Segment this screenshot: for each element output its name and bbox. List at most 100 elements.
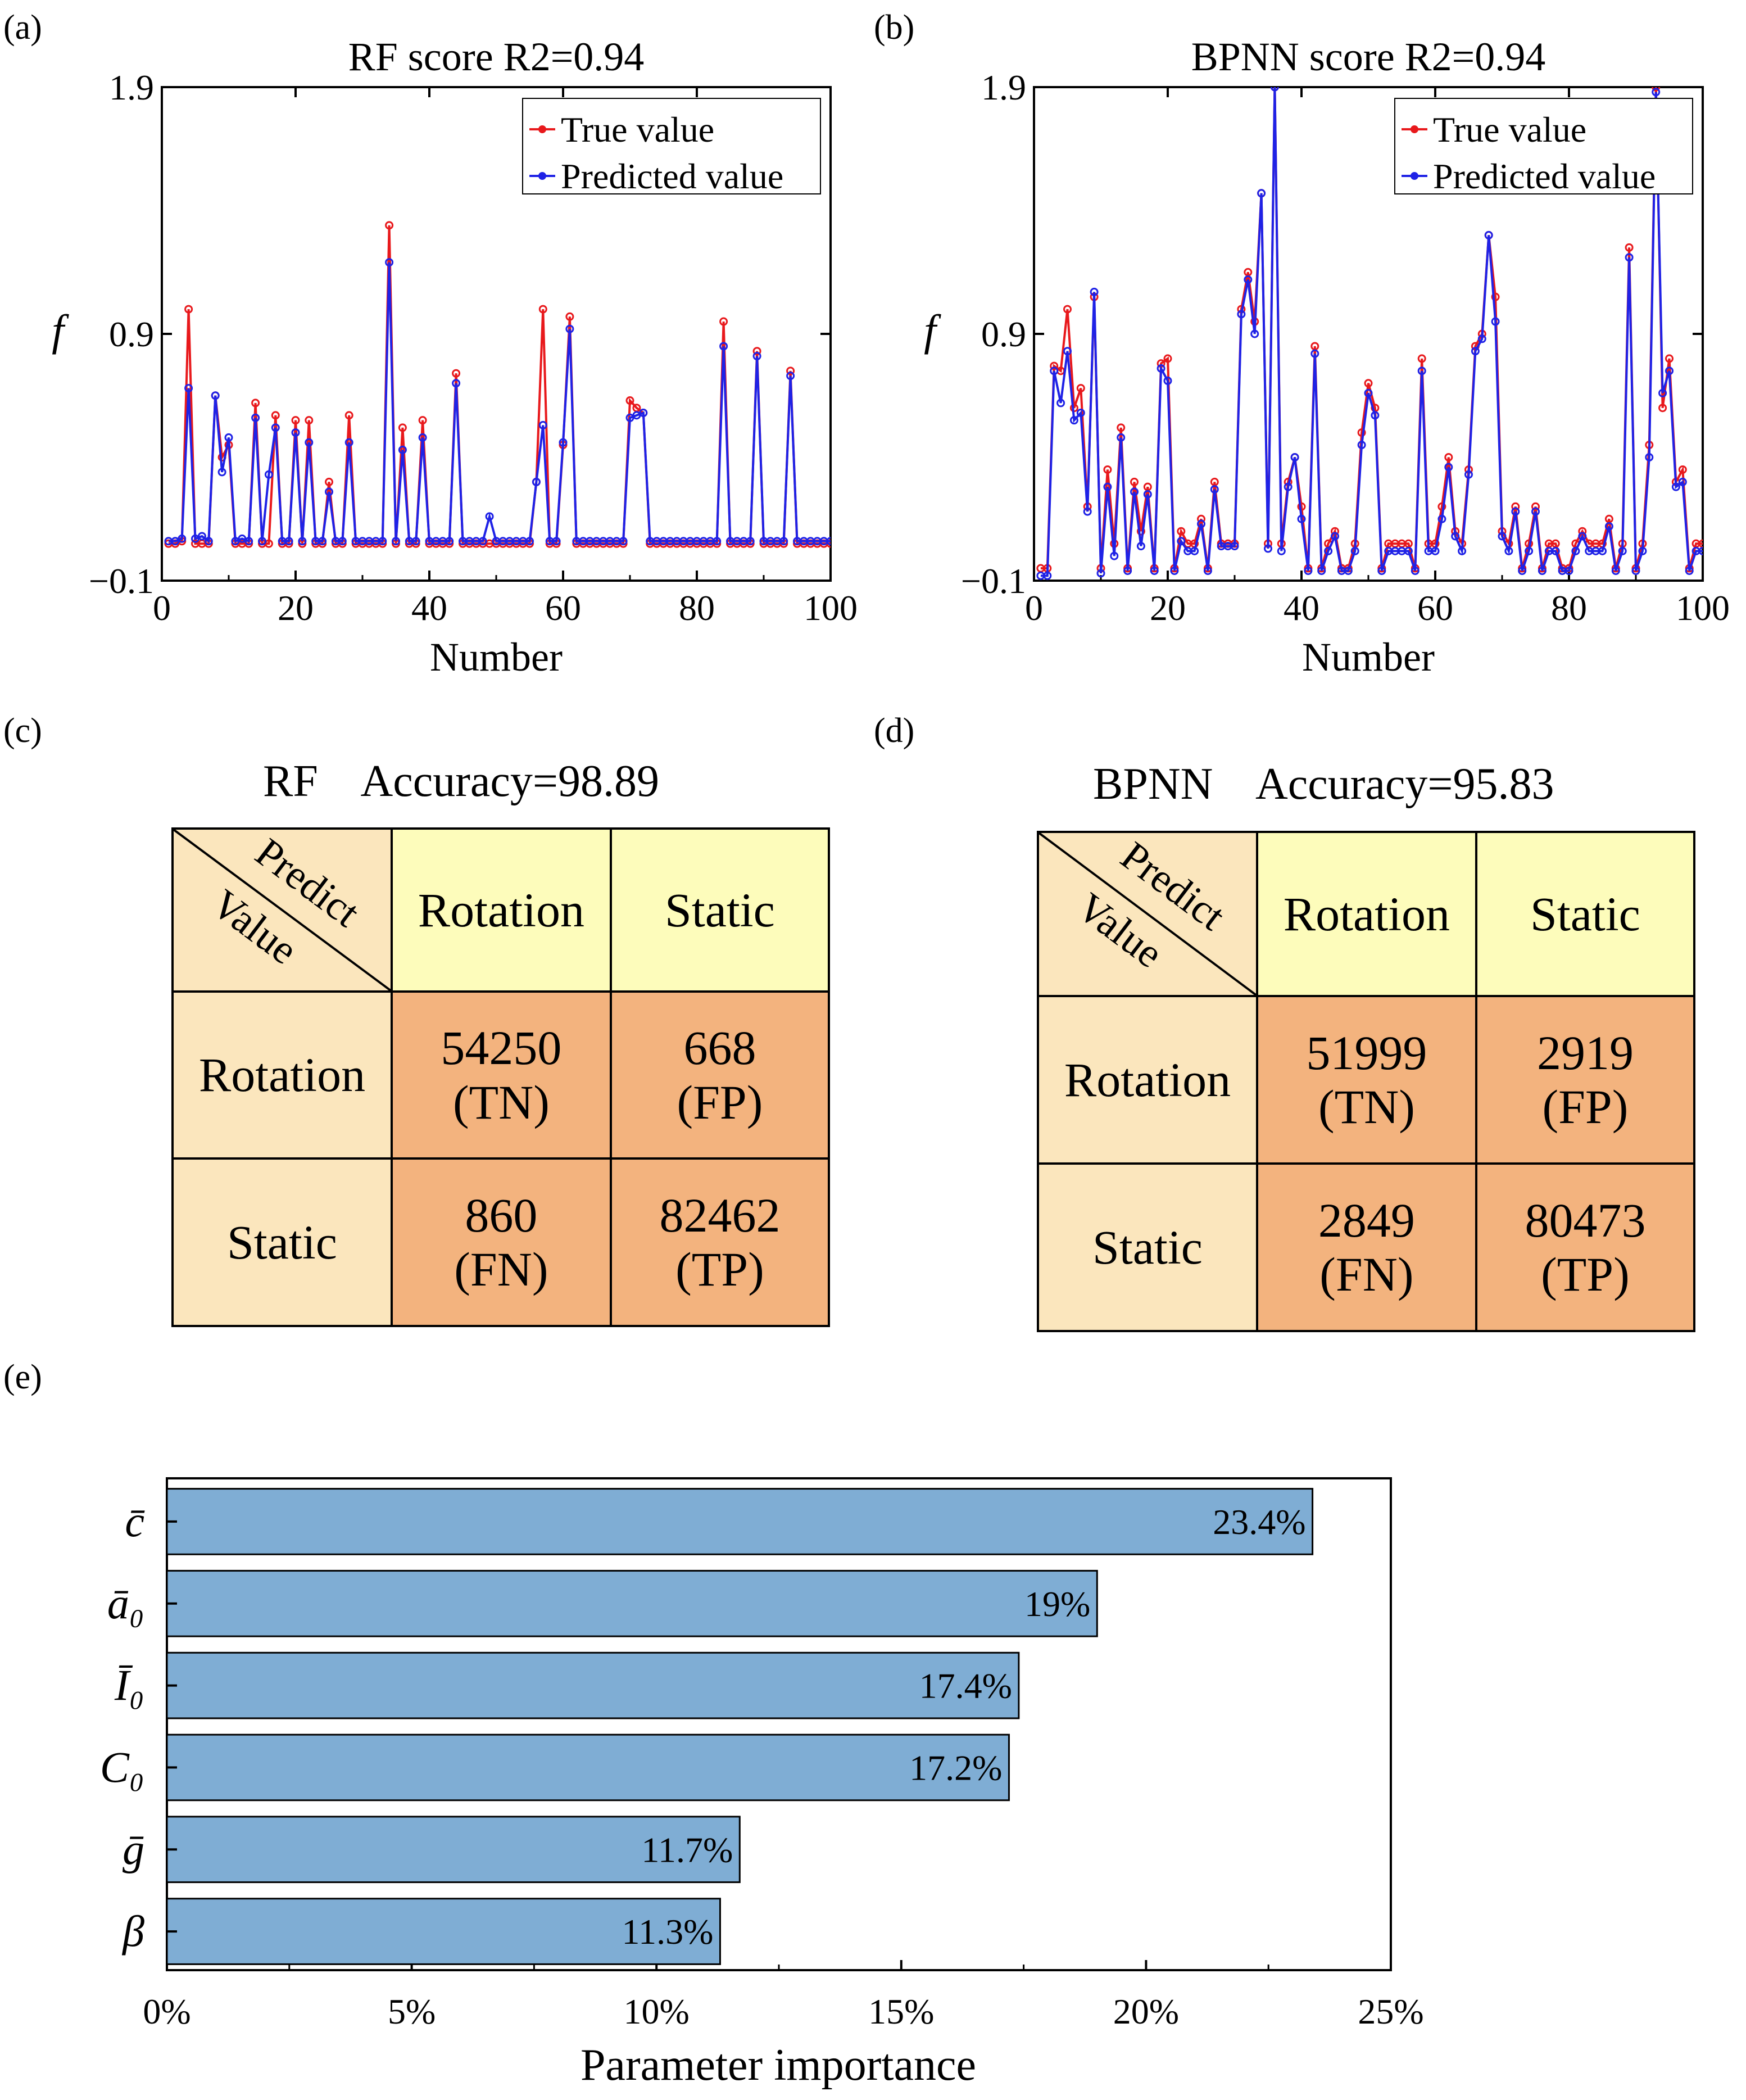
data-point (1471, 347, 1480, 356)
data-point (752, 352, 761, 361)
data-point (1157, 364, 1165, 373)
data-point (1625, 253, 1634, 262)
row-header-rotation: Rotation (1037, 995, 1258, 1165)
data-point (1671, 482, 1680, 491)
data-point (1163, 354, 1172, 363)
x-tick-label: 60 (1417, 588, 1453, 628)
data-point (565, 312, 574, 321)
data-point (746, 537, 755, 546)
data-point (1357, 441, 1366, 450)
x-tick-label: 40 (411, 588, 447, 628)
y-tick-label: c̄ (125, 1497, 144, 1546)
data-point (1444, 453, 1453, 461)
rf-confusion-table: Predict Value Rotation Static Rotation 5… (171, 827, 831, 1327)
data-point (1377, 566, 1386, 575)
data-point (1404, 546, 1413, 555)
bar-value-label: 11.3% (622, 1912, 714, 1952)
panel-label-a: (a) (3, 8, 42, 47)
x-tick-label: 5% (388, 1992, 436, 2031)
data-point (1136, 542, 1145, 551)
bar-value-label: 19% (1024, 1584, 1090, 1624)
data-point (1525, 546, 1534, 555)
data-point (418, 416, 427, 425)
data-point (392, 537, 400, 546)
importance-bar (166, 1651, 1020, 1719)
data-point (398, 423, 407, 432)
col-header-static: Static (609, 827, 831, 993)
data-point (445, 537, 454, 546)
x-tick-label: 0 (1025, 588, 1043, 628)
data-point (1117, 433, 1126, 442)
y-tick-label: −0.1 (89, 561, 154, 601)
data-point (1698, 539, 1703, 548)
bar-value-label: 11.7% (641, 1830, 733, 1870)
data-point (1598, 546, 1607, 555)
data-point (1357, 428, 1366, 437)
data-point (1177, 537, 1186, 546)
importance-bar (166, 1734, 1010, 1802)
data-point (1270, 87, 1279, 92)
data-point (1350, 546, 1359, 555)
col-header-rotation: Rotation (1255, 831, 1477, 997)
data-point (251, 399, 260, 408)
data-point (1518, 566, 1527, 575)
data-point (1056, 399, 1065, 408)
data-point (264, 470, 273, 479)
data-point (1678, 465, 1687, 474)
data-point (184, 305, 193, 314)
data-point (318, 537, 327, 546)
data-point (1538, 566, 1547, 575)
data-point (1130, 487, 1139, 496)
data-point (1076, 408, 1085, 417)
data-point (1698, 546, 1703, 555)
data-point (1638, 546, 1647, 555)
table-corner: Predict Value (1037, 831, 1258, 997)
x-tick-label: 20% (1113, 1992, 1179, 2031)
data-point (1197, 519, 1205, 528)
x-tick-label: 25% (1358, 1992, 1423, 2031)
data-point (1244, 275, 1253, 284)
data-point (1284, 482, 1293, 491)
data-point (1096, 569, 1105, 578)
data-point (525, 537, 534, 546)
data-point (204, 537, 213, 546)
data-point (1504, 546, 1513, 555)
data-point (826, 537, 831, 546)
data-point (1203, 566, 1212, 575)
data-point (291, 428, 300, 437)
data-point (719, 342, 728, 351)
y-tick-label: 1.9 (981, 67, 1026, 107)
y-tick-label: 0.9 (109, 314, 154, 354)
table-cell-tn: 54250 (TN) (390, 990, 612, 1160)
data-point (478, 537, 487, 546)
x-tick-label: 40 (1284, 588, 1319, 628)
data-point (1150, 566, 1159, 575)
data-point (1564, 566, 1573, 575)
data-point (1618, 546, 1627, 555)
x-tick-label: 80 (1551, 588, 1587, 628)
data-point (1210, 485, 1219, 494)
data-point (1297, 514, 1306, 523)
plot-area (1036, 87, 1703, 580)
data-point (452, 369, 461, 378)
data-point (1665, 354, 1674, 363)
data-point (1611, 566, 1620, 575)
importance-bar (166, 1816, 741, 1884)
data-point (1371, 411, 1380, 420)
y-tick-label: β (121, 1907, 144, 1956)
legend-marker (538, 172, 546, 180)
data-point (1437, 502, 1446, 511)
data-point (1417, 354, 1426, 363)
x-tick-label: 15% (868, 1992, 934, 2031)
data-point (1685, 566, 1694, 575)
data-point (1678, 477, 1687, 486)
table-cell-fn: 860 (FN) (390, 1157, 612, 1327)
data-point (1076, 384, 1085, 393)
table-cell-fp: 668 (FP) (609, 990, 831, 1160)
data-point (1304, 566, 1313, 575)
x-tick-label: 10% (624, 1992, 690, 2031)
data-point (1431, 546, 1440, 555)
panel-label-d: (d) (874, 712, 915, 750)
y-tick-label: ā₀ (107, 1579, 144, 1628)
legend-label: Predicted value (1433, 156, 1656, 196)
